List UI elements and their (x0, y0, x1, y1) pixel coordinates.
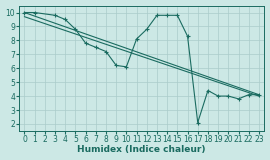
X-axis label: Humidex (Indice chaleur): Humidex (Indice chaleur) (77, 145, 206, 154)
